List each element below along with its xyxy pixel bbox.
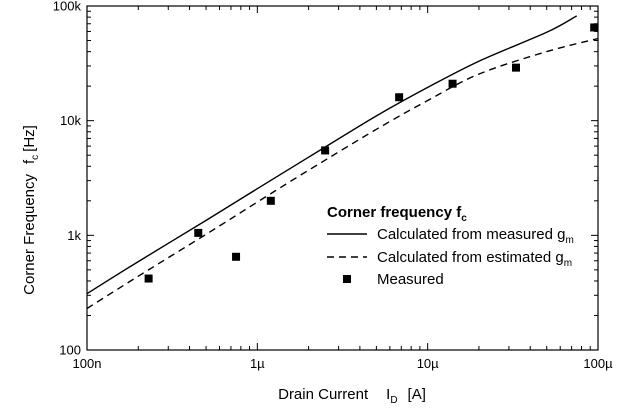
x-tick-label: 100n bbox=[73, 356, 102, 371]
y-axis-title-symbol: f bbox=[21, 159, 38, 164]
legend-label-estimated-gm-sub: m bbox=[564, 258, 572, 269]
measured-point bbox=[590, 23, 599, 32]
x-tick-label: 1µ bbox=[250, 356, 265, 371]
legend-label-estimated-gm: Calculated from estimated gm bbox=[377, 249, 572, 269]
measured-point bbox=[511, 63, 520, 72]
x-axis-title-unit: [A] bbox=[408, 386, 426, 403]
legend-label-measured-gm-sub: m bbox=[565, 235, 573, 246]
y-axis-title-main: Corner Frequency bbox=[21, 173, 38, 294]
y-tick-label: 1k bbox=[67, 228, 81, 243]
legend-label-measured: Measured bbox=[377, 271, 444, 288]
legend-label-measured-gm: Calculated from measured gm bbox=[377, 226, 574, 246]
y-axis-title-sub: c bbox=[30, 155, 41, 160]
measured-point bbox=[395, 93, 404, 102]
measured-point bbox=[448, 79, 457, 88]
plot-frame bbox=[86, 5, 599, 351]
legend-title-main: Corner frequency f bbox=[327, 204, 462, 221]
y-axis-title-unit: [Hz] bbox=[21, 125, 38, 152]
y-tick-label: 100k bbox=[53, 0, 82, 14]
x-tick-label: 100µ bbox=[583, 356, 613, 371]
measured-point bbox=[144, 274, 153, 283]
axis-ticks bbox=[86, 5, 599, 351]
series-layer bbox=[86, 15, 599, 310]
measured-point bbox=[266, 196, 275, 205]
measured-point bbox=[194, 228, 203, 237]
x-tick-label: 10µ bbox=[417, 356, 439, 371]
series-measured-gm-line bbox=[86, 15, 578, 295]
x-axis-title-sub: D bbox=[390, 395, 397, 406]
measured-point bbox=[232, 252, 241, 261]
legend-label-estimated-gm-main: Calculated from estimated g bbox=[377, 249, 564, 266]
y-tick-label: 100 bbox=[59, 343, 81, 358]
legend-title: Corner frequency fc bbox=[327, 204, 467, 224]
y-tick-label: 10k bbox=[60, 113, 81, 128]
series-estimated-gm-line bbox=[86, 37, 599, 310]
x-axis-title-symbol: I bbox=[386, 386, 390, 403]
legend: Corner frequency fc Calculated from meas… bbox=[327, 204, 574, 288]
x-axis-title-main: Drain Current bbox=[278, 386, 369, 403]
legend-title-sub: c bbox=[461, 213, 467, 224]
x-axis-title: Drain Current ID [A] bbox=[278, 386, 426, 406]
legend-label-measured-gm-main: Calculated from measured g bbox=[377, 226, 565, 243]
measured-point bbox=[321, 146, 330, 155]
tick-labels: 100n 1µ 10µ 100µ 100 1k 10k 100k bbox=[53, 0, 613, 371]
legend-swatch-marker bbox=[343, 275, 351, 283]
y-axis-title: Corner Frequency fc [Hz] bbox=[21, 125, 41, 295]
